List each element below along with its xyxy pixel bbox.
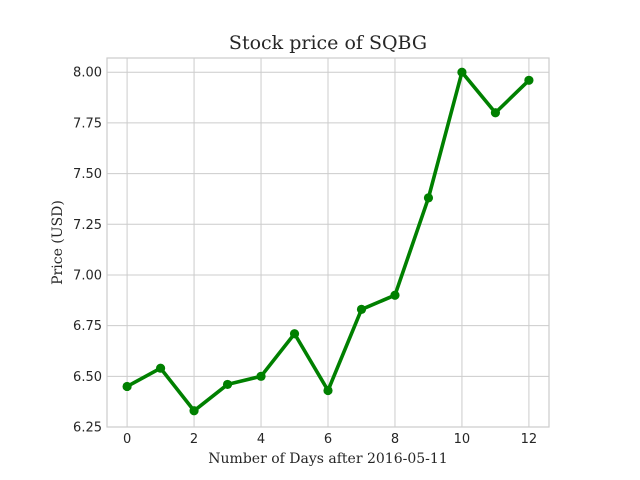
y-tick-label: 7.25 — [73, 218, 102, 233]
x-tick-label: 10 — [454, 432, 471, 447]
y-tick-label: 6.50 — [73, 370, 102, 385]
data-point — [524, 75, 534, 85]
x-tick-label: 6 — [324, 432, 332, 447]
y-tick-label: 7.50 — [73, 167, 102, 182]
data-point — [189, 406, 199, 416]
x-tick-label: 12 — [521, 432, 538, 447]
data-point — [457, 67, 467, 77]
y-tick-label: 7.75 — [73, 116, 102, 131]
x-tick-label: 0 — [123, 432, 131, 447]
x-tick-label: 4 — [257, 432, 265, 447]
y-tick-label: 6.25 — [73, 421, 102, 436]
data-point — [423, 193, 434, 203]
x-axis-label: Number of Days after 2016-05-11 — [208, 451, 447, 467]
y-tick-label: 7.00 — [73, 268, 102, 283]
data-point — [323, 385, 333, 396]
data-point — [222, 379, 233, 390]
data-point — [155, 363, 166, 373]
data-point — [289, 329, 300, 339]
chart-title: Stock price of SQBG — [229, 32, 427, 54]
y-tick-label: 8.00 — [73, 66, 102, 81]
x-tick-label: 2 — [190, 432, 198, 447]
data-point — [390, 290, 400, 300]
plot-frame — [106, 57, 550, 428]
series-layer — [122, 67, 534, 416]
y-axis-ticks: 6.25 6.50 6.75 7.00 7.25 7.50 7.75 8.00 — [73, 66, 102, 436]
x-tick-label: 8 — [391, 432, 399, 447]
x-axis-ticks: 0 2 4 6 8 10 12 — [123, 432, 537, 447]
data-point — [122, 381, 132, 392]
data-point — [490, 108, 501, 118]
data-point — [256, 371, 266, 381]
y-axis-label: Price (USD) — [50, 200, 66, 285]
y-tick-label: 6.75 — [73, 319, 102, 334]
data-point — [356, 304, 367, 315]
